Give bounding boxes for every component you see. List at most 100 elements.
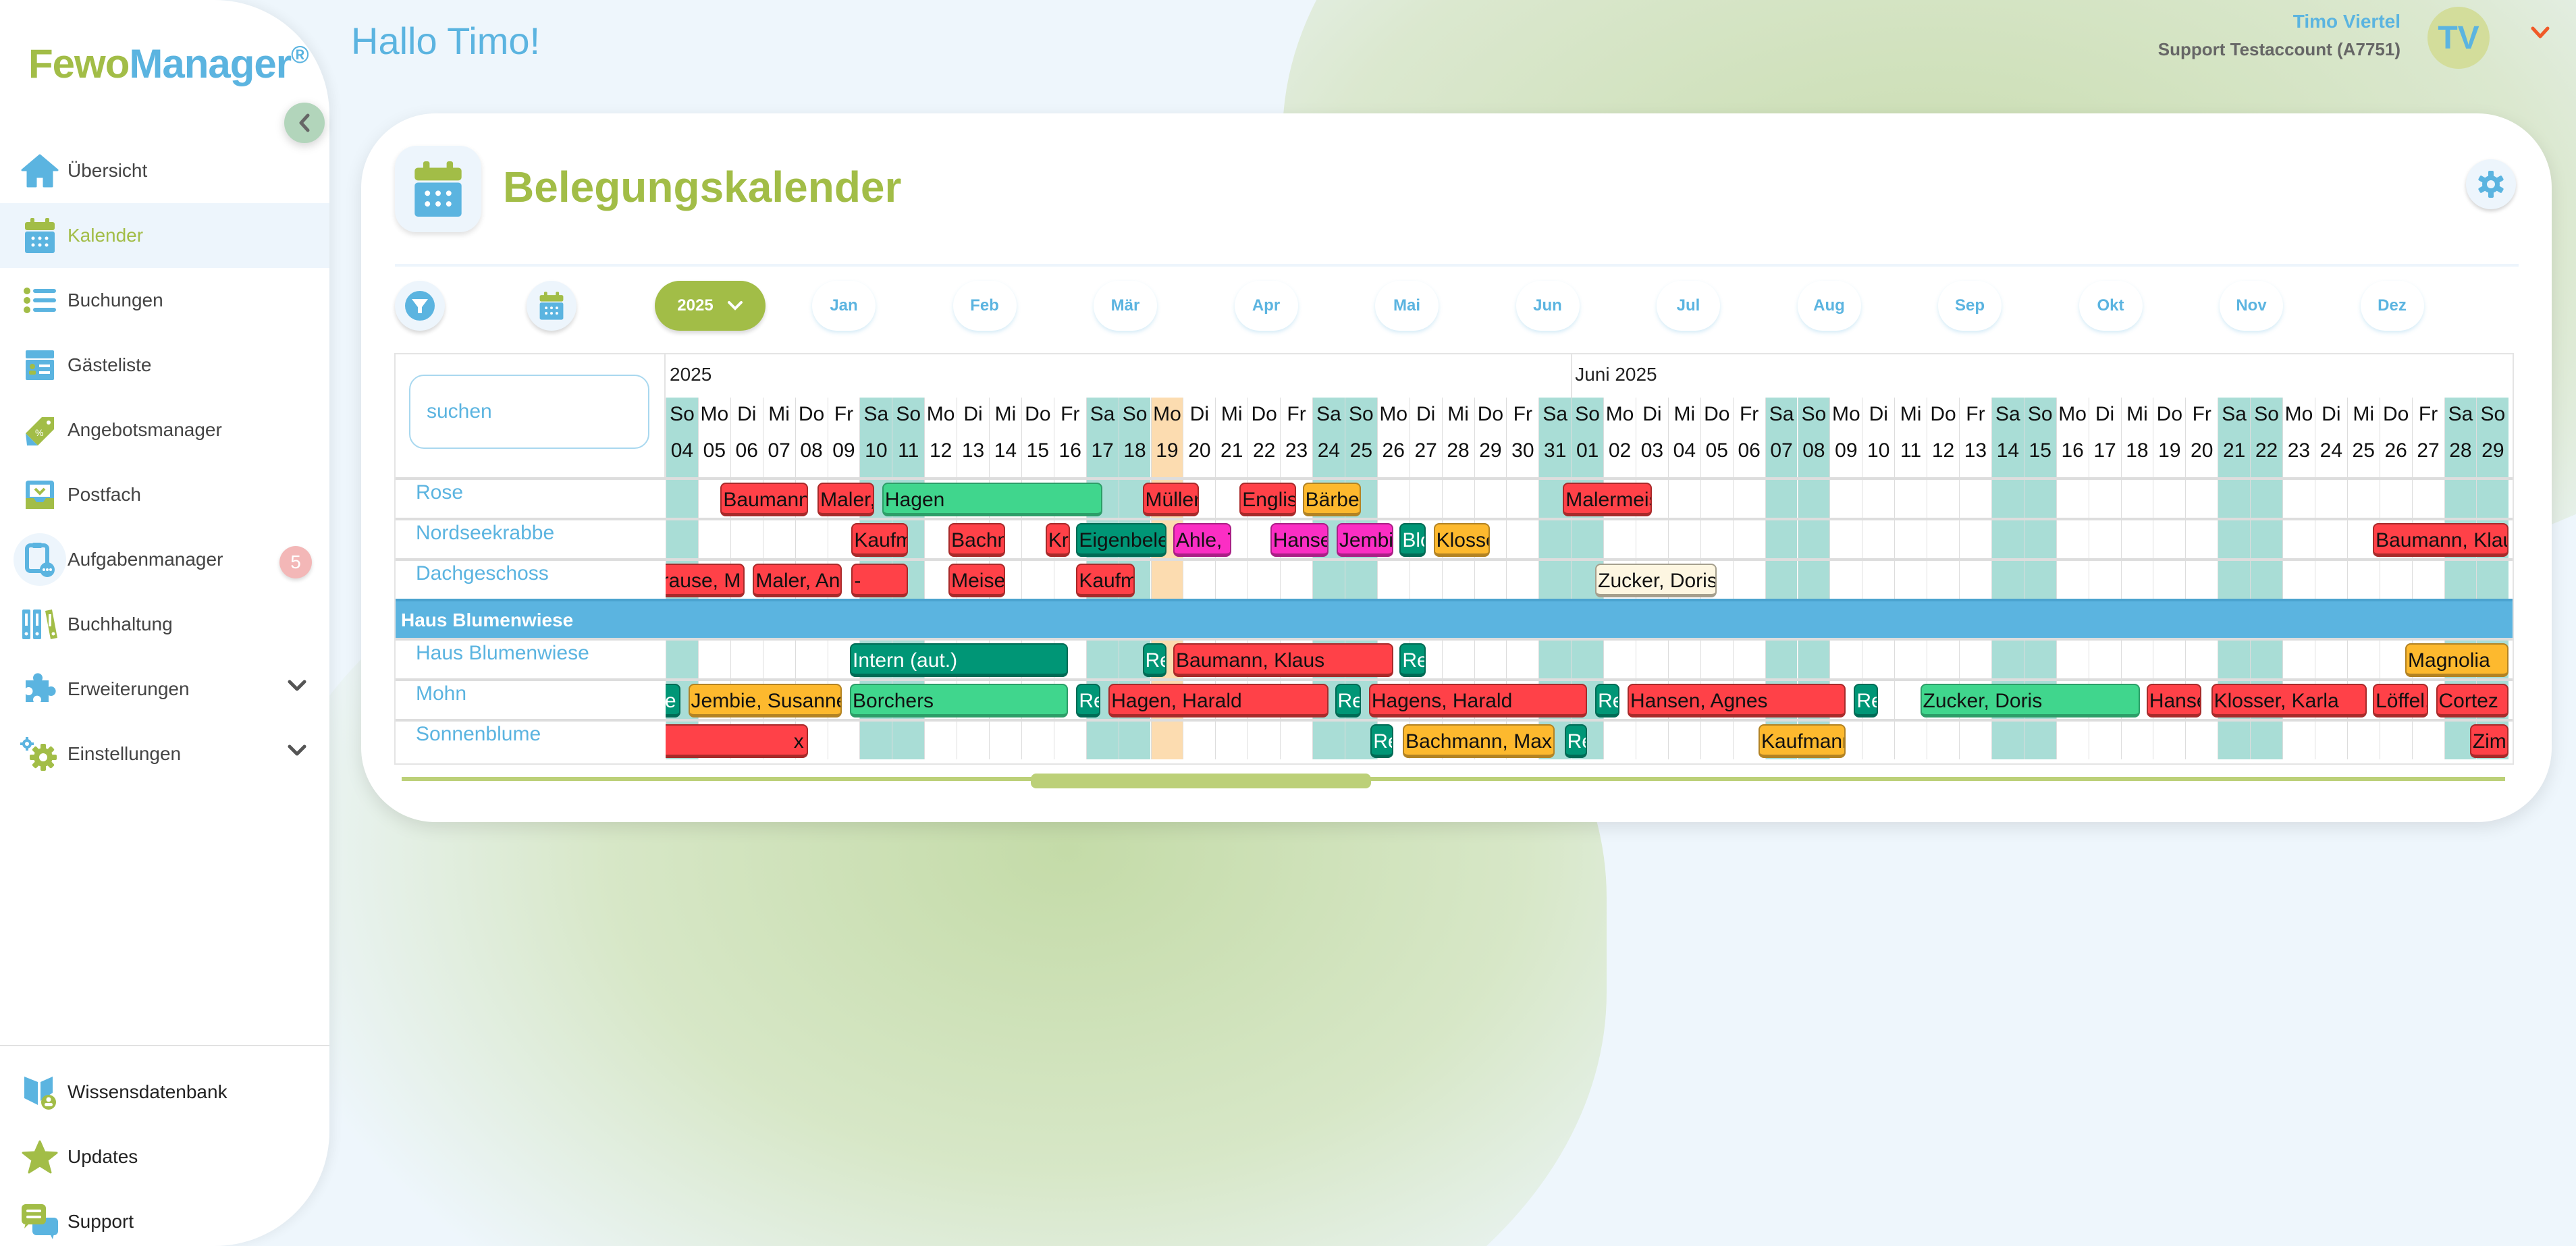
day-cell[interactable] [2185, 641, 2218, 678]
booking-bar[interactable]: Klosser [1433, 523, 1491, 557]
day-cell[interactable] [1021, 722, 1054, 759]
day-cell[interactable] [2476, 480, 2509, 518]
day-cell[interactable] [2346, 561, 2380, 599]
day-cell[interactable] [2153, 641, 2185, 678]
booking-bar[interactable]: Jembie [1336, 523, 1393, 557]
day-cell[interactable] [2250, 641, 2282, 678]
day-cell[interactable] [1150, 561, 1183, 599]
day-header-cell[interactable]: So 29 [2476, 398, 2509, 477]
day-cell[interactable] [1700, 520, 1733, 558]
day-header-cell[interactable]: Fr 20 [2185, 398, 2218, 477]
day-cell[interactable] [2088, 722, 2121, 759]
day-cell[interactable] [1862, 561, 1894, 599]
day-cell[interactable] [1312, 561, 1345, 599]
day-cell[interactable] [1215, 722, 1247, 759]
month-button-dez[interactable]: Dez [2360, 281, 2424, 331]
day-header-cell[interactable]: Do 08 [795, 398, 828, 477]
day-cell[interactable] [924, 520, 957, 558]
day-cell[interactable] [2476, 561, 2509, 599]
day-cell[interactable] [1118, 722, 1151, 759]
day-cell[interactable] [2218, 480, 2251, 518]
day-cell[interactable] [2023, 641, 2056, 678]
booking-bar[interactable]: Re [1076, 684, 1101, 717]
day-cell[interactable] [1797, 641, 1830, 678]
booking-bar[interactable]: Re [1335, 684, 1361, 717]
day-cell[interactable] [2056, 641, 2089, 678]
day-cell[interactable] [1021, 561, 1054, 599]
unit-label[interactable]: Rose [416, 481, 464, 504]
booking-bar[interactable]: Krause [1045, 523, 1070, 557]
day-cell[interactable] [2314, 561, 2347, 599]
day-cell[interactable] [1894, 520, 1927, 558]
booking-bar[interactable]: Bärbel [1302, 483, 1361, 516]
day-header-cell[interactable]: So 04 [666, 398, 698, 477]
day-cell[interactable] [1667, 641, 1700, 678]
day-cell[interactable] [1538, 561, 1572, 599]
day-cell[interactable] [1927, 641, 1959, 678]
day-cell[interactable] [2023, 722, 2056, 759]
day-header-cell[interactable]: Mo 19 [1150, 398, 1183, 477]
day-cell[interactable] [1894, 480, 1927, 518]
day-header-cell[interactable]: Mi 07 [762, 398, 795, 477]
booking-bar[interactable]: Müller [1142, 483, 1200, 516]
booking-bar[interactable]: Englisch [1239, 483, 1297, 516]
search-input[interactable]: suchen [409, 375, 649, 449]
day-cell[interactable] [697, 480, 730, 518]
day-cell[interactable] [924, 561, 957, 599]
day-cell[interactable] [1603, 520, 1636, 558]
booking-bar[interactable]: Hagen [882, 483, 1102, 516]
day-header-cell[interactable]: Fr 23 [1280, 398, 1312, 477]
booking-bar[interactable]: Zimmer [2469, 724, 2509, 758]
month-button-apr[interactable]: Apr [1234, 281, 1298, 331]
day-cell[interactable] [2250, 520, 2282, 558]
day-cell[interactable] [1441, 641, 1474, 678]
day-cell[interactable] [1667, 722, 1700, 759]
day-cell[interactable] [762, 641, 795, 678]
user-info[interactable]: Timo Viertel Support Testaccount (A7751) [2158, 11, 2400, 60]
day-cell[interactable] [1894, 561, 1927, 599]
day-cell[interactable] [1280, 561, 1312, 599]
day-cell[interactable] [2088, 641, 2121, 678]
day-cell[interactable] [1636, 641, 1668, 678]
day-cell[interactable] [1700, 641, 1733, 678]
day-header-cell[interactable]: Mi 04 [1667, 398, 1700, 477]
day-cell[interactable] [2411, 480, 2444, 518]
day-cell[interactable] [1862, 641, 1894, 678]
day-cell[interactable] [2088, 480, 2121, 518]
month-button-aug[interactable]: Aug [1797, 281, 1861, 331]
day-cell[interactable] [1376, 480, 1410, 518]
horizontal-scrollbar-track[interactable] [402, 777, 2505, 781]
booking-bar[interactable]: Löffel, [2373, 684, 2428, 717]
day-cell[interactable] [2379, 561, 2412, 599]
day-cell[interactable] [1959, 722, 1991, 759]
sidebar-item-wissensdatenbank[interactable]: Wissensdatenbank [0, 1060, 329, 1125]
booking-bar[interactable]: Re [1595, 684, 1620, 717]
day-cell[interactable] [2056, 480, 2089, 518]
day-cell[interactable] [1247, 561, 1280, 599]
avatar[interactable]: TV [2427, 7, 2490, 69]
day-cell[interactable] [1765, 520, 1798, 558]
day-cell[interactable] [1894, 681, 1927, 719]
day-cell[interactable] [1732, 520, 1765, 558]
day-cell[interactable] [2444, 561, 2477, 599]
sidebar-item-aufgabenmanager[interactable]: Aufgabenmanager 5 [0, 527, 329, 592]
day-header-cell[interactable]: Mo 16 [2056, 398, 2089, 477]
booking-bar[interactable]: Klosser, Karla [2211, 684, 2367, 717]
day-cell[interactable] [1150, 722, 1183, 759]
day-header-cell[interactable]: Mo 09 [1829, 398, 1862, 477]
month-button-jun[interactable]: Jun [1515, 281, 1580, 331]
day-header-cell[interactable]: Sa 21 [2218, 398, 2251, 477]
day-cell[interactable] [795, 641, 828, 678]
booking-bar[interactable]: Maler, Anna [753, 564, 842, 597]
day-cell[interactable] [1603, 641, 1636, 678]
day-cell[interactable] [1732, 641, 1765, 678]
day-cell[interactable] [2282, 722, 2315, 759]
day-cell[interactable] [1280, 722, 1312, 759]
booking-bar[interactable]: Baumann, Klaus [1173, 643, 1393, 677]
day-cell[interactable] [1991, 722, 2024, 759]
day-cell[interactable] [1603, 722, 1636, 759]
day-cell[interactable] [2088, 561, 2121, 599]
day-cell[interactable] [1894, 641, 1927, 678]
day-cell[interactable] [1732, 480, 1765, 518]
day-cell[interactable] [1344, 561, 1377, 599]
